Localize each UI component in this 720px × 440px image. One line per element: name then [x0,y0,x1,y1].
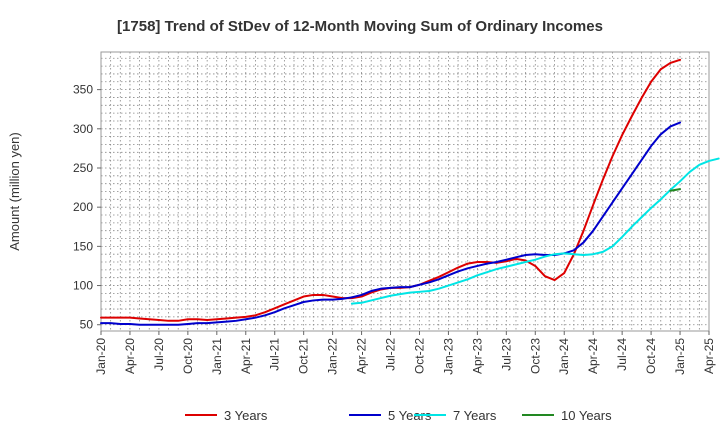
grid [101,52,709,331]
x-tick-label: Jul-22 [384,338,398,371]
legend-label: 7 Years [453,408,497,423]
series-line-3-years [100,58,682,322]
y-axis: 50 100 150 200 250 300 350 [73,83,101,332]
legend-label: 5 Years [388,408,432,423]
x-tick-label: Jan-21 [210,338,224,375]
x-tick-label: Apr-20 [123,338,137,374]
x-tick-label: Jan-25 [673,338,687,375]
chart-title: [1758] Trend of StDev of 12-Month Moving… [117,18,603,35]
y-tick-label: 350 [73,83,93,97]
x-tick-label: Jul-20 [152,338,166,371]
series-group [100,58,720,326]
y-tick-label: 300 [73,122,93,136]
x-tick-label: Apr-21 [239,338,253,374]
x-tick-label: Jan-23 [441,338,455,375]
x-tick-label: Jan-20 [94,338,108,375]
y-tick-label: 100 [73,279,93,293]
x-tick-label: Apr-22 [355,338,369,374]
x-tick-label: Jul-21 [268,338,282,371]
series-line-10-years [669,188,682,192]
legend: 3 Years 5 Years 7 Years 10 Years [185,408,612,423]
x-tick-label: Oct-21 [297,338,311,374]
x-tick-label: Oct-20 [181,338,195,374]
x-axis: Jan-20 Apr-20 Jul-20 Oct-20 Jan-21 Apr-21 Jul-… [94,331,716,375]
x-tick-label: Oct-23 [528,338,542,374]
x-tick-label: Jul-23 [499,338,513,371]
series-line-5-years [100,121,682,326]
y-axis-label: Amount (million yen) [7,132,22,251]
x-tick-label: Jan-24 [557,338,571,375]
legend-label: 3 Years [224,408,268,423]
y-tick-label: 150 [73,239,93,253]
plot-area [100,51,710,332]
series-line-7-years [350,157,720,305]
x-tick-label: Apr-24 [586,338,600,374]
x-tick-label: Oct-22 [412,338,426,374]
x-tick-label: Oct-24 [644,338,658,374]
x-tick-label: Apr-25 [702,338,716,374]
x-tick-label: Jul-24 [615,338,629,371]
x-tick-label: Jan-22 [326,338,340,375]
y-tick-label: 250 [73,161,93,175]
x-tick-label: Apr-23 [470,338,484,374]
y-tick-label: 200 [73,200,93,214]
legend-label: 10 Years [561,408,612,423]
y-tick-label: 50 [80,318,94,332]
